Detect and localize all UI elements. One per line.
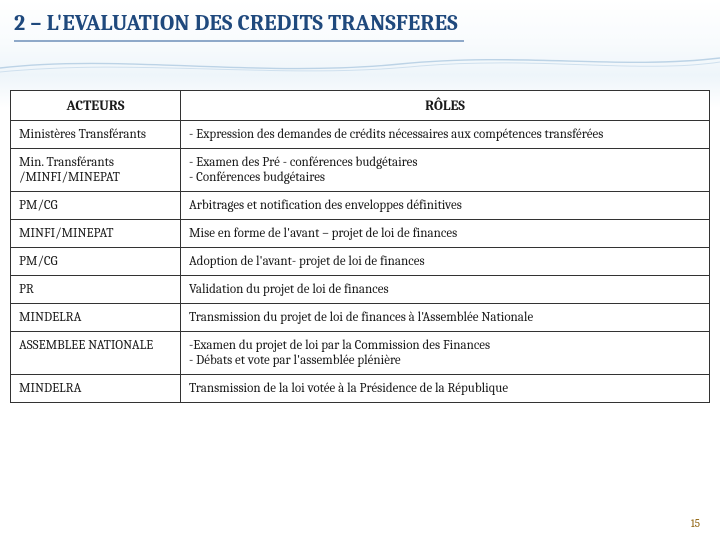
table-row: PM/CGAdoption de l'avant- projet de loi …	[11, 248, 710, 276]
table-row: PM/CG Arbitrages et notification des env…	[11, 192, 710, 220]
cell-role: -Examen du projet de loi par la Commissi…	[181, 332, 710, 375]
cell-role: - Examen des Pré - conférences budgétair…	[181, 149, 710, 192]
cell-role: Arbitrages et notification des enveloppe…	[181, 192, 710, 220]
table-row: PR Validation du projet de loi de financ…	[11, 276, 710, 304]
cell-actor: Min. Transférants /MINFI/MINEPAT	[11, 149, 181, 192]
page-number: 15	[691, 517, 700, 530]
cell-actor: PR	[11, 276, 181, 304]
roles-table: ACTEURS RÔLES Ministères Transférants- E…	[10, 90, 710, 403]
cell-role: Transmission de la loi votée à la Présid…	[181, 375, 710, 403]
header-actors: ACTEURS	[11, 91, 181, 121]
cell-actor: ASSEMBLEE NATIONALE	[11, 332, 181, 375]
title-underline	[14, 40, 464, 42]
cell-actor: Ministères Transférants	[11, 121, 181, 149]
cell-actor: PM/CG	[11, 192, 181, 220]
cell-actor: MINDELRA	[11, 304, 181, 332]
table-row: Min. Transférants /MINFI/MINEPAT- Examen…	[11, 149, 710, 192]
page-title: 2 – L'EVALUATION DES CREDITS TRANSFERES	[14, 10, 458, 36]
cell-role: Adoption de l'avant- projet de loi de fi…	[181, 248, 710, 276]
header-roles: RÔLES	[181, 91, 710, 121]
table-row: MINDELRA Transmission de la loi votée à …	[11, 375, 710, 403]
cell-role: Transmission du projet de loi de finance…	[181, 304, 710, 332]
cell-actor: MINFI/MINEPAT	[11, 220, 181, 248]
cell-role: Mise en forme de l'avant – projet de loi…	[181, 220, 710, 248]
cell-role: - Expression des demandes de crédits néc…	[181, 121, 710, 149]
table-row: Ministères Transférants- Expression des …	[11, 121, 710, 149]
cell-role: Validation du projet de loi de finances	[181, 276, 710, 304]
decorative-wave	[0, 50, 720, 80]
cell-actor: PM/CG	[11, 248, 181, 276]
table-header-row: ACTEURS RÔLES	[11, 91, 710, 121]
table-row: ASSEMBLEE NATIONALE-Examen du projet de …	[11, 332, 710, 375]
table-row: MINDELRA Transmission du projet de loi d…	[11, 304, 710, 332]
cell-actor: MINDELRA	[11, 375, 181, 403]
table-row: MINFI/MINEPATMise en forme de l'avant – …	[11, 220, 710, 248]
